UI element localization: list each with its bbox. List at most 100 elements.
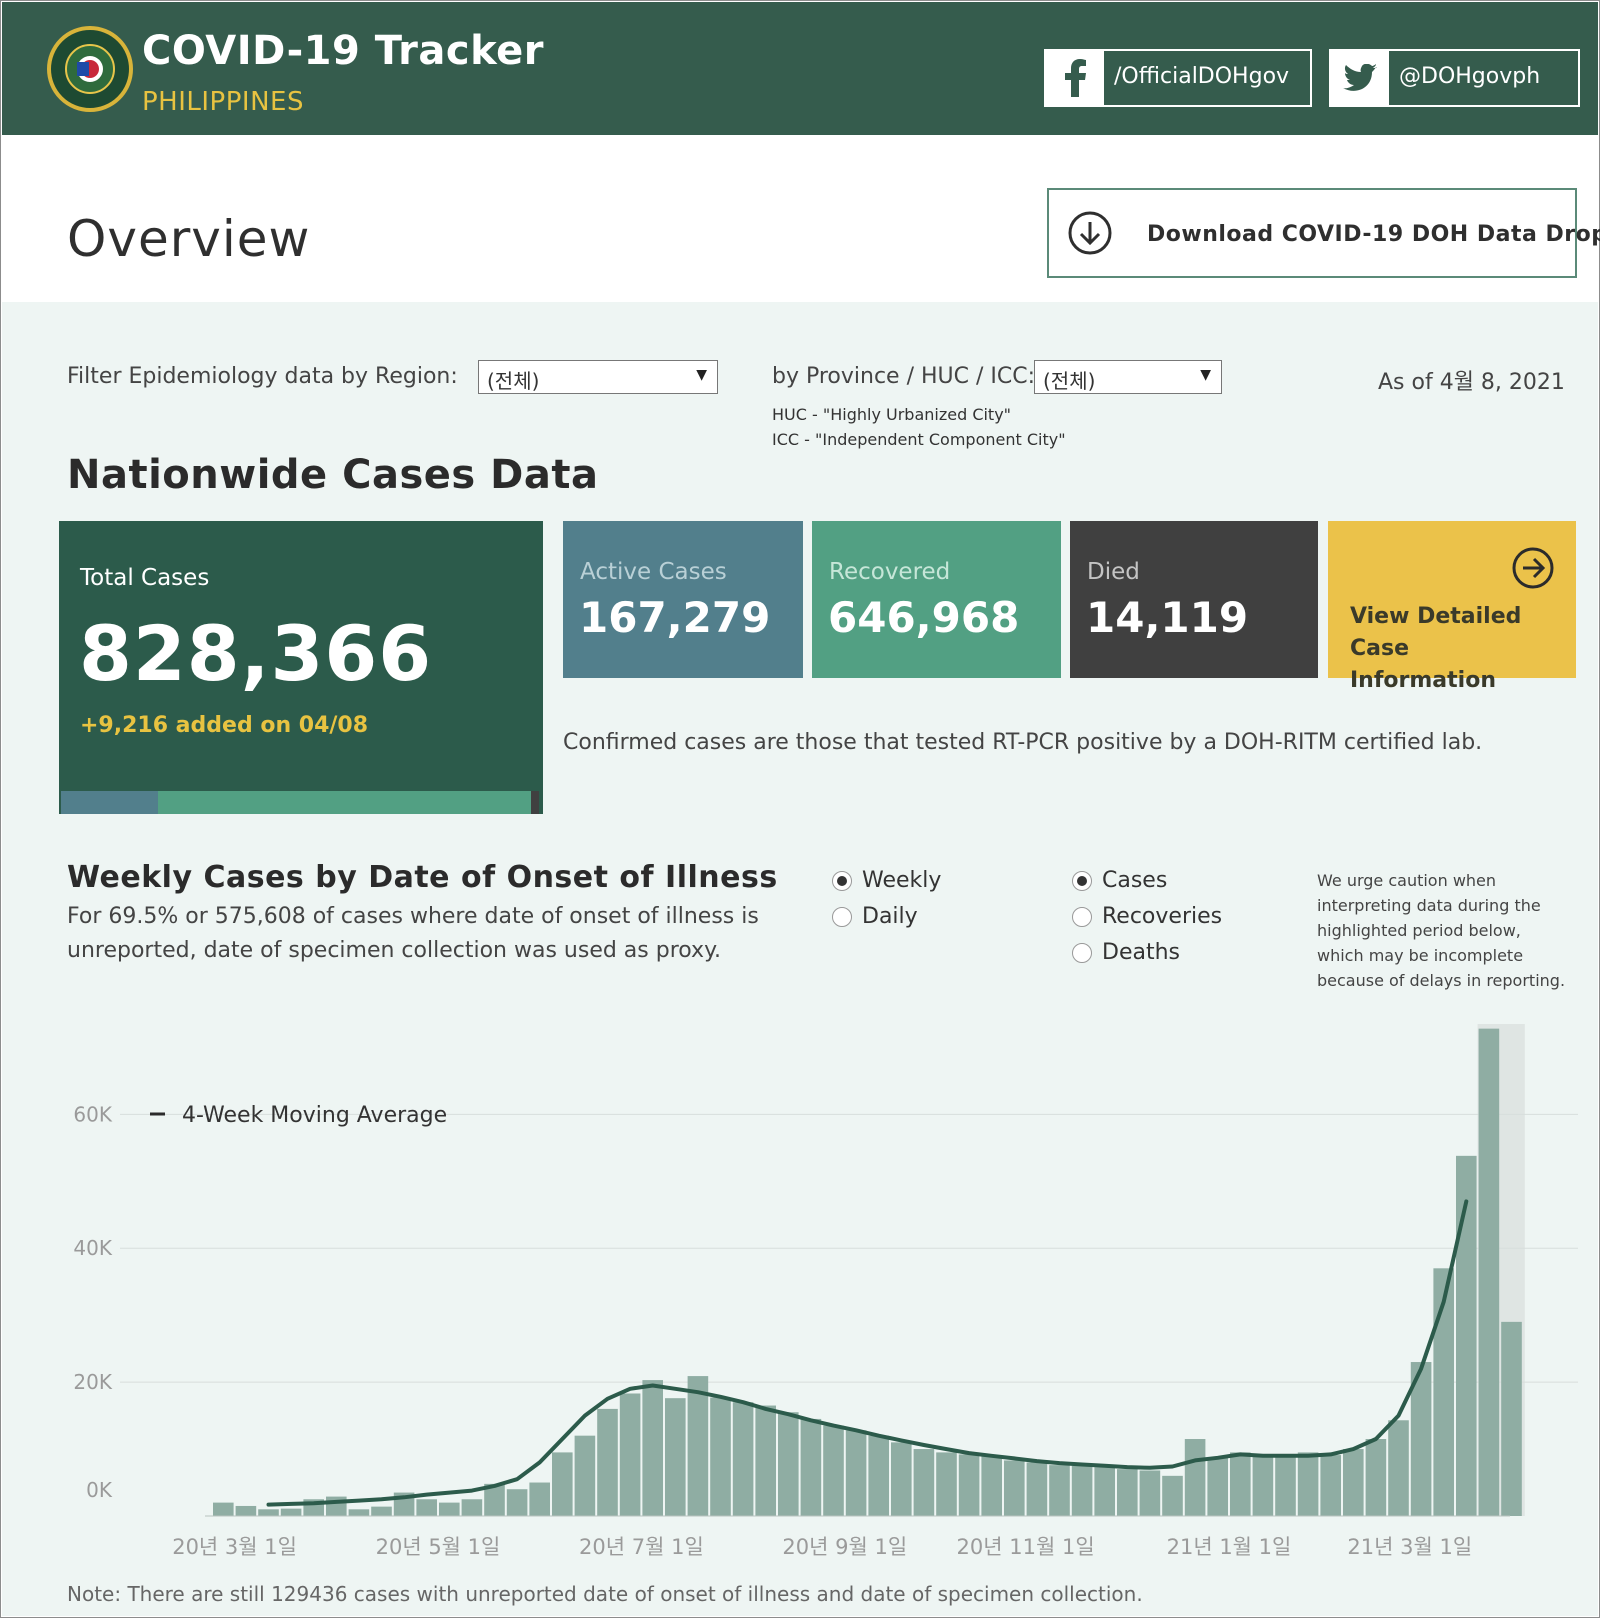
region-select[interactable]: (전체) ▼ bbox=[478, 360, 718, 394]
bar bbox=[416, 1499, 437, 1516]
download-data-drop-button[interactable]: Download COVID-19 DOH Data Drop bbox=[1047, 188, 1600, 278]
bar bbox=[258, 1509, 279, 1516]
twitter-link[interactable]: @DOHgovph bbox=[1329, 49, 1580, 107]
bar bbox=[529, 1482, 550, 1516]
header-bar: COVID-19 Tracker PHILIPPINES /OfficialDO… bbox=[2, 2, 1598, 135]
recovered-value: 646,968 bbox=[828, 593, 1020, 642]
bar bbox=[800, 1418, 822, 1516]
active-cases-label: Active Cases bbox=[580, 559, 727, 585]
bar bbox=[597, 1408, 618, 1516]
bar bbox=[958, 1454, 980, 1516]
y-tick-label: 60K bbox=[73, 1102, 112, 1126]
died-label: Died bbox=[1087, 559, 1140, 585]
legend-label: 4-Week Moving Average bbox=[182, 1103, 447, 1128]
chevron-down-icon: ▼ bbox=[1200, 367, 1211, 383]
bar bbox=[1004, 1460, 1025, 1516]
x-tick-label: 20년 9월 1일 bbox=[782, 1535, 907, 1559]
bar bbox=[1365, 1439, 1387, 1516]
x-tick-label: 21년 1월 1일 bbox=[1167, 1535, 1292, 1559]
view-detailed-case-button[interactable]: View Detailed Case Information bbox=[1328, 521, 1576, 693]
radio-unselected-icon bbox=[1072, 907, 1092, 927]
moving-average-line bbox=[266, 1199, 1469, 1507]
download-icon bbox=[1068, 211, 1112, 255]
bar bbox=[461, 1499, 483, 1516]
composition-bar-died bbox=[530, 791, 539, 814]
total-cases-label: Total Cases bbox=[80, 565, 210, 591]
bar bbox=[1252, 1455, 1274, 1516]
twitter-label: @DOHgovph bbox=[1399, 64, 1541, 89]
x-tick-label: 21년 3월 1일 bbox=[1347, 1535, 1472, 1559]
composition-bar-active bbox=[61, 791, 158, 814]
bar bbox=[552, 1452, 573, 1516]
bar bbox=[619, 1393, 641, 1516]
bar bbox=[574, 1435, 596, 1516]
province-filter-label: by Province / HUC / ICC: bbox=[772, 364, 1036, 389]
died-card: Died 14,119 bbox=[1070, 521, 1318, 678]
province-select-value: (전체) bbox=[1043, 369, 1096, 393]
doh-seal-logo bbox=[47, 26, 133, 112]
bar bbox=[1184, 1439, 1206, 1516]
bar bbox=[755, 1405, 776, 1516]
app-subtitle: PHILIPPINES bbox=[142, 87, 304, 117]
cases-added-today: +9,216 added on 04/08 bbox=[80, 713, 369, 738]
bar bbox=[1230, 1452, 1251, 1516]
y-tick-label: 0K bbox=[86, 1478, 113, 1502]
recovered-card: Recovered 646,968 bbox=[812, 521, 1061, 678]
x-tick-label: 20년 7월 1일 bbox=[579, 1535, 704, 1559]
bar bbox=[823, 1425, 844, 1516]
bar bbox=[1094, 1467, 1115, 1516]
facebook-link[interactable]: /OfficialDOHgov bbox=[1044, 49, 1312, 107]
twitter-icon bbox=[1331, 51, 1389, 105]
bar bbox=[845, 1430, 867, 1516]
bar bbox=[1456, 1155, 1477, 1516]
bar bbox=[1275, 1454, 1296, 1516]
bar bbox=[1207, 1457, 1228, 1516]
bar bbox=[1433, 1268, 1454, 1516]
bar bbox=[891, 1442, 912, 1516]
bar bbox=[506, 1489, 528, 1516]
weekly-cases-chart: 0K 20K 40K 60K 20년 3월 1일 20년 5월 1일 20년 7월 1일 20… bbox=[73, 1024, 1578, 1559]
radio-cases-label: Cases bbox=[1102, 868, 1168, 893]
radio-unselected-icon bbox=[832, 907, 852, 927]
bar bbox=[981, 1455, 1002, 1516]
province-select[interactable]: (전체) ▼ bbox=[1034, 360, 1222, 394]
bar bbox=[868, 1435, 889, 1516]
bar bbox=[213, 1502, 234, 1516]
view-detailed-label: View Detailed Case Information bbox=[1350, 604, 1522, 693]
facebook-icon bbox=[1046, 51, 1104, 105]
x-tick-label: 20년 11월 1일 bbox=[957, 1535, 1095, 1559]
facebook-label: /OfficialDOHgov bbox=[1114, 64, 1290, 89]
bar bbox=[1501, 1321, 1522, 1516]
region-filter-label: Filter Epidemiology data by Region: bbox=[67, 364, 458, 389]
weekly-heading: Weekly Cases by Date of Onset of Illness bbox=[67, 860, 778, 895]
x-tick-label: 20년 3월 1일 bbox=[172, 1535, 297, 1559]
bar bbox=[732, 1402, 754, 1516]
active-cases-value: 167,279 bbox=[579, 593, 771, 642]
nationwide-heading: Nationwide Cases Data bbox=[67, 452, 599, 498]
bar bbox=[439, 1502, 460, 1516]
bar bbox=[1026, 1462, 1048, 1516]
radio-recoveries-label: Recoveries bbox=[1102, 904, 1223, 929]
download-label: Download COVID-19 DOH Data Drop bbox=[1147, 222, 1600, 247]
bar bbox=[1139, 1470, 1161, 1516]
radio-unselected-icon bbox=[1072, 943, 1092, 963]
unreported-cases-footnote: Note: There are still 129436 cases with … bbox=[67, 1582, 1143, 1606]
radio-daily-label: Daily bbox=[862, 904, 918, 929]
bar bbox=[1049, 1465, 1070, 1516]
bar bbox=[235, 1505, 257, 1516]
bar bbox=[1297, 1452, 1319, 1516]
died-value: 14,119 bbox=[1086, 593, 1249, 642]
as-of-date: As of 4월 8, 2021 bbox=[1378, 370, 1565, 395]
composition-bar-recovered bbox=[157, 791, 531, 814]
radio-selected-icon bbox=[1072, 871, 1092, 891]
bar bbox=[665, 1398, 686, 1516]
bar bbox=[936, 1452, 957, 1516]
bar bbox=[710, 1397, 731, 1516]
region-select-value: (전체) bbox=[487, 369, 540, 393]
bar bbox=[371, 1506, 392, 1516]
bar bbox=[348, 1509, 370, 1516]
radio-selected-icon bbox=[832, 871, 852, 891]
bar bbox=[1478, 1028, 1500, 1516]
bar bbox=[1410, 1362, 1432, 1516]
caution-note: We urge caution when interpreting data d… bbox=[1317, 871, 1566, 990]
